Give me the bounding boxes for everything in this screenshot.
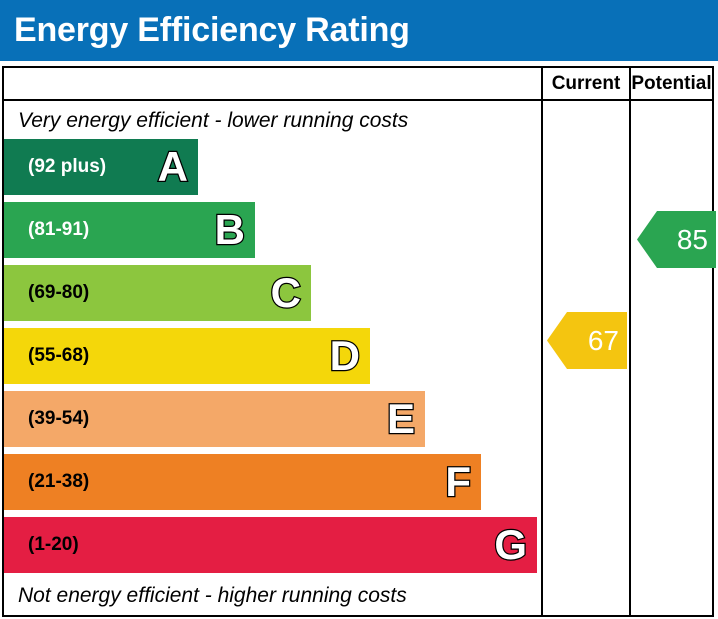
band-letter-d: D	[328, 332, 361, 379]
column-divider-current	[541, 68, 543, 615]
caption-very-efficient: Very energy efficient - lower running co…	[18, 109, 409, 132]
band-range-b: (81-91)	[28, 219, 90, 240]
potential-rating-value: 85	[676, 224, 708, 255]
band-row-d: (55-68) D	[4, 328, 370, 384]
column-header-current: Current	[551, 73, 621, 94]
potential-rating-arrow: 85	[637, 211, 716, 268]
band-row-g: (1-20) G	[4, 517, 537, 573]
potential-arrow-polygon	[637, 211, 716, 268]
band-range-a: (92 plus)	[28, 156, 107, 177]
title-bar: Energy Efficiency Rating	[0, 0, 718, 61]
caption-not-efficient: Not energy efficient - higher running co…	[18, 584, 407, 607]
band-list: (92 plus) A (81-91) B (69-80) C (55-68) D (39-54…	[4, 139, 541, 579]
band-range-f: (21-38)	[28, 471, 90, 492]
current-arrow-shape	[547, 312, 627, 369]
band-letter-b: B	[213, 206, 246, 253]
band-letter-e: E	[386, 395, 417, 442]
current-arrow-polygon	[547, 312, 627, 369]
potential-arrow-shape	[637, 211, 716, 268]
band-letter-a: A	[156, 143, 189, 190]
column-header-potential: Potential	[631, 73, 712, 94]
band-row-b: (81-91) B	[4, 202, 255, 258]
band-letter-g: G	[493, 521, 528, 568]
table-header-row	[4, 68, 712, 101]
band-row-f: (21-38) F	[4, 454, 481, 510]
band-range-e: (39-54)	[28, 408, 90, 429]
column-divider-potential	[629, 68, 631, 615]
band-range-g: (1-20)	[28, 534, 79, 555]
band-range-c: (69-80)	[28, 282, 90, 303]
page-title: Energy Efficiency Rating	[14, 11, 410, 49]
band-row-c: (69-80) C	[4, 265, 311, 321]
band-range-d: (55-68)	[28, 345, 90, 366]
band-row-e: (39-54) E	[4, 391, 425, 447]
band-letter-c: C	[269, 269, 302, 316]
current-rating-value: 67	[587, 325, 619, 356]
rating-table: Current Potential Very energy efficient …	[2, 66, 716, 617]
current-rating-arrow: 67	[547, 312, 627, 369]
band-row-a: (92 plus) A	[4, 139, 198, 195]
band-letter-f: F	[444, 458, 472, 505]
